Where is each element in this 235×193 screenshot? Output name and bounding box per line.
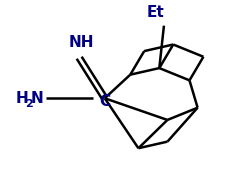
Text: H: H xyxy=(16,91,28,106)
Text: NH: NH xyxy=(69,35,94,50)
Text: 2: 2 xyxy=(25,99,33,108)
Text: C: C xyxy=(99,94,110,109)
Text: N: N xyxy=(31,91,44,106)
Text: Et: Et xyxy=(147,5,165,20)
